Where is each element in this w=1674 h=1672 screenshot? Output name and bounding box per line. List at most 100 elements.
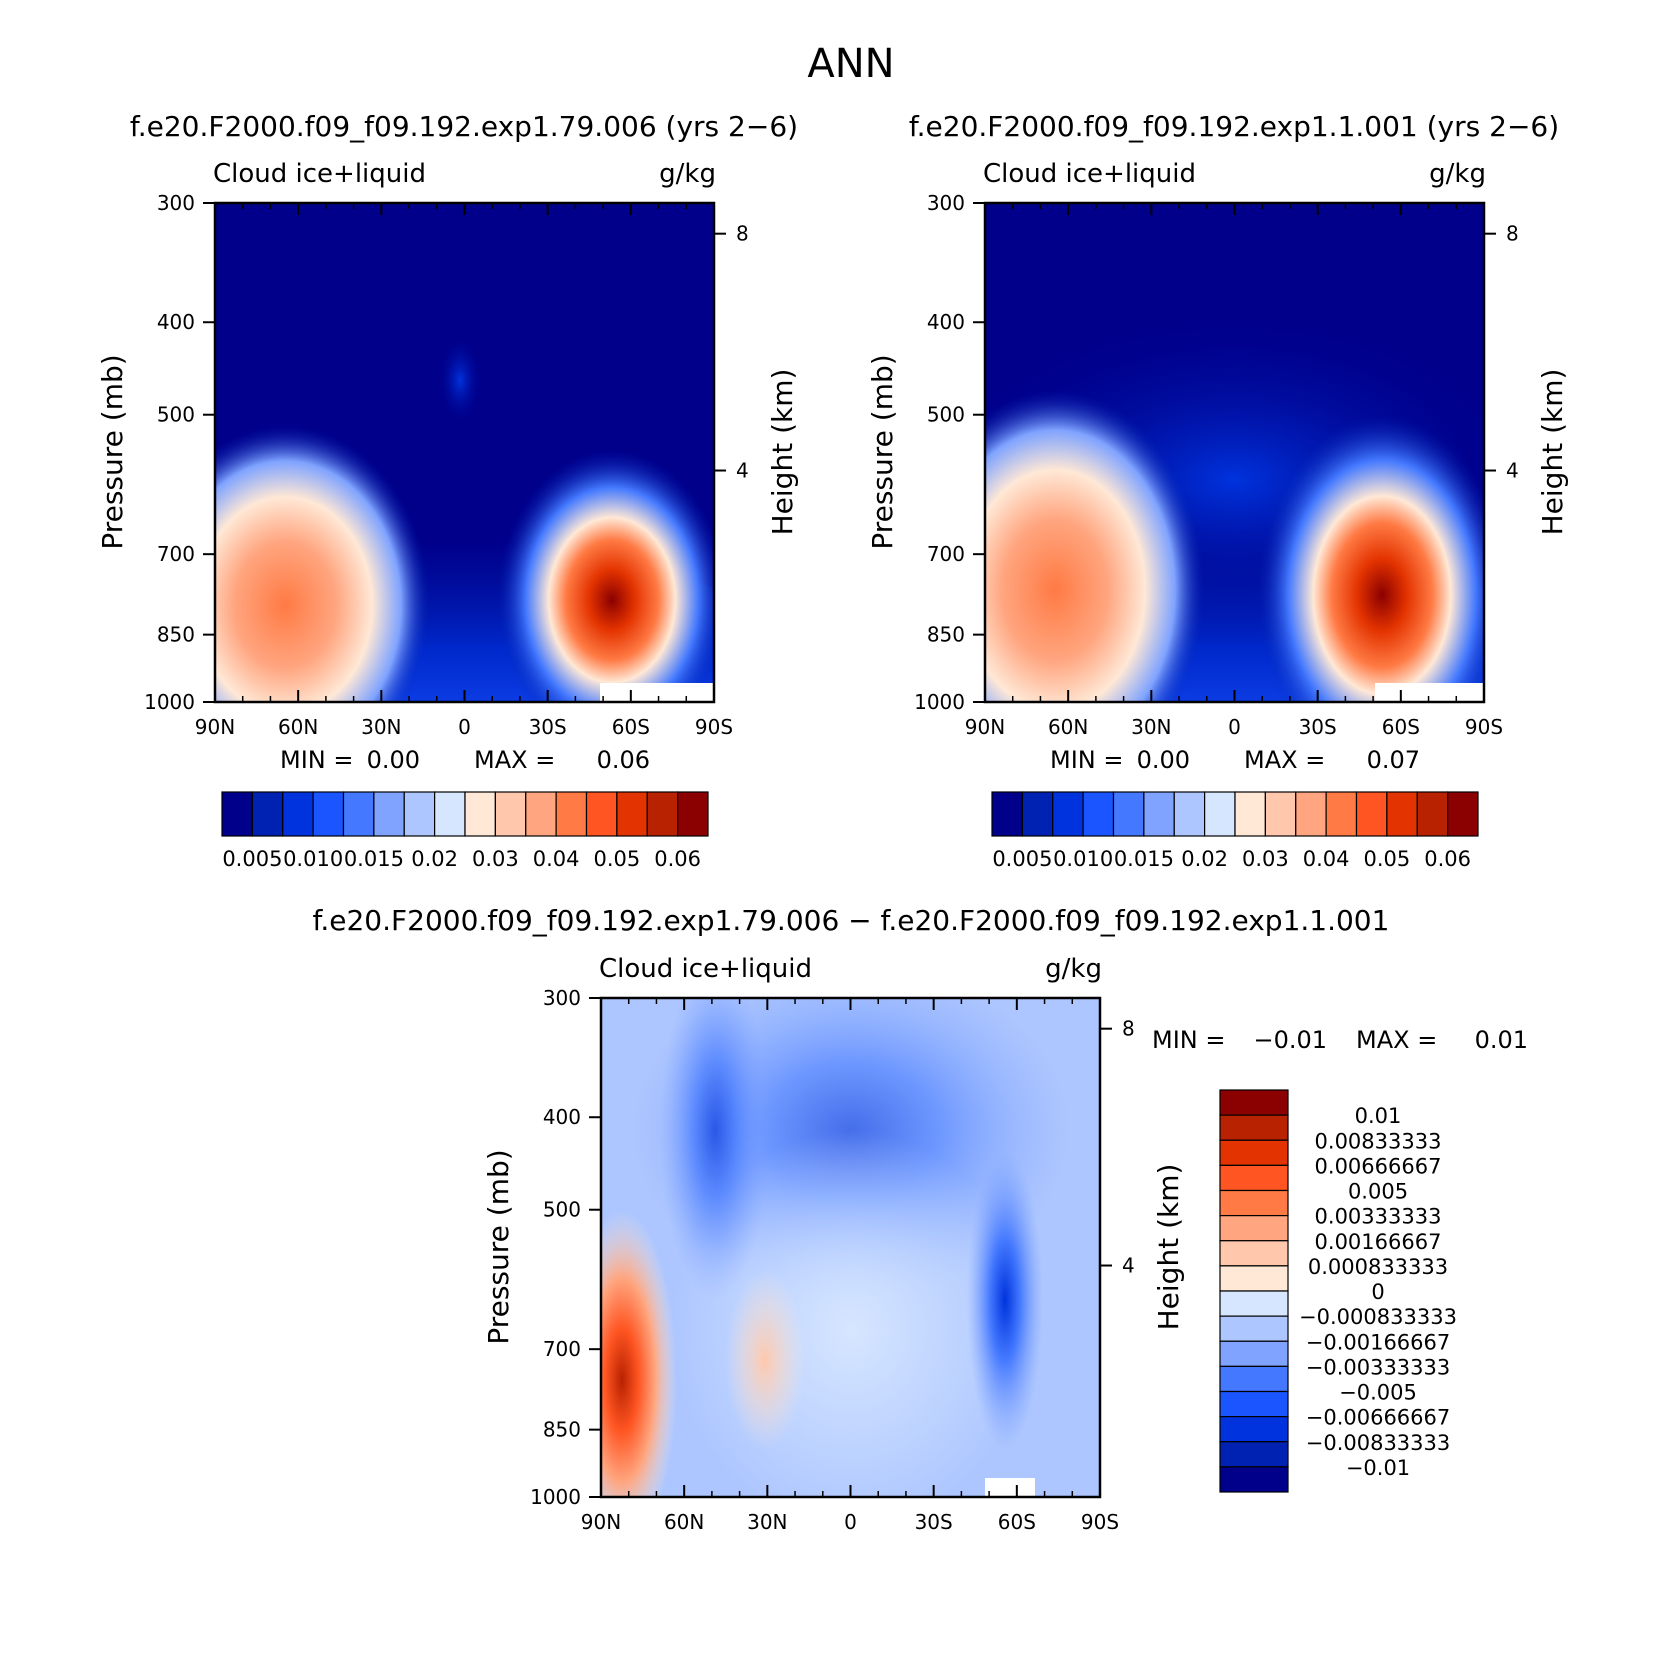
colorbar-label: 0.04 (1303, 847, 1350, 871)
y-tick-label: 300 (927, 191, 965, 215)
sh-cloud-maximum-2 (1257, 415, 1484, 702)
sh-cloud-maximum-1 (497, 450, 714, 702)
nh-increase-3 (601, 1210, 677, 1497)
colorbar-label: 0.05 (593, 847, 640, 871)
max-value-3: 0.01 (1475, 1026, 1528, 1054)
y-tick-label: 300 (543, 986, 581, 1010)
colorbar-1: 0.005 0.010 0.015 0.02 0.03 0.04 0.05 0.06 (221, 791, 709, 871)
min-value-3: −0.01 (1253, 1026, 1327, 1054)
colorbar-swatch (1219, 1441, 1289, 1468)
colorbar-swatch (494, 791, 527, 837)
colorbar-swatch (585, 791, 618, 837)
colorbar-label: −0.00833333 (1306, 1431, 1451, 1455)
colorbar-swatch (1295, 791, 1327, 837)
colorbar-swatch (1416, 791, 1449, 837)
colorbar-swatch (342, 791, 375, 837)
colorbar-label: −0.00166667 (1306, 1330, 1451, 1354)
colorbar-swatch (1219, 1240, 1289, 1267)
y2-tick-label: 8 (1122, 1017, 1135, 1041)
midlat-increase-3 (725, 1270, 805, 1450)
colorbar-2: 0.005 0.010 0.015 0.02 0.03 0.04 0.05 0.06 (991, 791, 1479, 871)
y2-ticks-2: 84 (1484, 222, 1519, 483)
x-tick-label: 30S (1299, 715, 1337, 739)
colorbar-label: 0.005 (1348, 1180, 1408, 1204)
colorbar-swatch (1219, 1290, 1289, 1317)
nh-cloud-maximum-2 (985, 390, 1205, 702)
contour-field-3 (601, 998, 1100, 1497)
y-ticks-1: 300 400 500 700 850 1000 (144, 191, 215, 714)
y-ticks-2: 300 400 500 700 850 1000 (914, 191, 985, 714)
y2-tick-label: 4 (736, 459, 749, 483)
x-tick-label: 60S (998, 1510, 1036, 1534)
colorbar-swatch (464, 791, 496, 837)
var-label-1: Cloud ice+liquid (213, 159, 426, 189)
y2-tick-label: 8 (1506, 222, 1519, 246)
y2-ticks-3: 84 (1100, 1017, 1135, 1278)
colorbar-swatch (282, 791, 314, 837)
colorbar-swatch (555, 791, 588, 837)
colorbar-swatch (1386, 791, 1418, 837)
y2-tick-label: 8 (736, 222, 749, 246)
x-ticks-2: 90N 60N 30N 0 30S 60S 90S (965, 203, 1503, 739)
y-tick-label: 700 (927, 542, 965, 566)
max-label-2: MAX = (1244, 746, 1325, 774)
max-value-1: 0.06 (597, 746, 650, 774)
y2-axis-label-1: Height (km) (766, 369, 799, 536)
colorbar-swatch (1447, 791, 1479, 837)
colorbar-label: 0.015 (344, 847, 404, 871)
y2-tick-label: 4 (1506, 459, 1519, 483)
colorbar-swatch (1204, 791, 1236, 837)
colorbar-label: 0.000833333 (1308, 1255, 1448, 1279)
y-tick-label: 850 (543, 1418, 581, 1442)
contour-field-2 (985, 203, 1484, 702)
colorbar-label: 0.00166667 (1315, 1230, 1442, 1254)
y-tick-label: 500 (927, 403, 965, 427)
min-value-1: 0.00 (367, 746, 420, 774)
var-label-3: Cloud ice+liquid (599, 954, 812, 984)
y-ticks-3: 300 400 500 700 850 1000 (530, 986, 601, 1509)
units-label-3: g/kg (1045, 954, 1102, 984)
colorbar-swatch (1325, 791, 1358, 837)
colorbar-swatch (1173, 791, 1206, 837)
x-tick-label: 30S (529, 715, 567, 739)
min-label-3: MIN = (1152, 1026, 1225, 1054)
nh-cloud-maximum-1 (215, 425, 430, 702)
colorbar-swatch (1082, 791, 1115, 837)
colorbar-swatch (403, 791, 436, 837)
diff-title: f.e20.F2000.f09_f09.192.exp1.79.006 − f.… (313, 904, 1390, 937)
colorbar-label: 0.06 (1424, 847, 1471, 871)
colorbar-swatch (1052, 791, 1084, 837)
x-tick-label: 90N (581, 1510, 621, 1534)
panel-3: Cloud ice+liquid g/kg 90N 60N 30N 0 30S 60S 90… (482, 954, 1528, 1534)
panel-title-1: f.e20.F2000.f09_f09.192.exp1.79.006 (yrs… (130, 110, 798, 143)
x-tick-label: 60S (612, 715, 650, 739)
colorbar-swatch (677, 791, 709, 837)
panel-1: Cloud ice+liquid g/kg 90N 60N 30N 0 30S 60S 90… (96, 159, 799, 871)
colorbar-label: 0.04 (533, 847, 580, 871)
colorbar-swatch (1219, 1114, 1289, 1141)
colorbar-swatch (1112, 791, 1145, 837)
colorbar-swatch (1219, 1215, 1289, 1242)
colorbar-label: 0.00333333 (1315, 1205, 1442, 1229)
missing-data-1 (600, 683, 714, 702)
x-tick-label: 90S (1465, 715, 1503, 739)
colorbar-label: −0.00333333 (1306, 1355, 1451, 1379)
colorbar-swatch (1219, 1466, 1289, 1493)
colorbar-label: 0.00833333 (1315, 1129, 1442, 1153)
x-tick-label: 90N (965, 715, 1005, 739)
colorbar-swatch (1219, 1340, 1289, 1367)
x-tick-label: 60N (1048, 715, 1088, 739)
colorbar-swatch (1219, 1189, 1289, 1217)
colorbar-swatch (1355, 791, 1388, 837)
y-axis-label-1: Pressure (mb) (96, 354, 129, 549)
max-value-2: 0.07 (1367, 746, 1420, 774)
y-tick-label: 1000 (914, 690, 965, 714)
y-tick-label: 700 (157, 542, 195, 566)
colorbar-swatch (1219, 1164, 1289, 1192)
x-tick-label: 0 (458, 715, 471, 739)
x-tick-label: 60N (664, 1510, 704, 1534)
y-tick-label: 700 (543, 1337, 581, 1361)
missing-data-3 (985, 1478, 1035, 1497)
colorbar-3: 0.010.008333330.006666670.0050.003333330… (1219, 1089, 1457, 1493)
y2-tick-label: 4 (1122, 1254, 1135, 1278)
